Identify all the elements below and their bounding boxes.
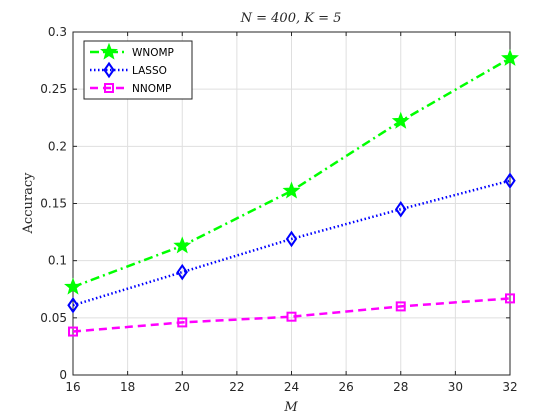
y-tick-label: 0.05 (40, 311, 67, 325)
x-tick-label: 30 (448, 380, 463, 394)
x-tick-label: 28 (393, 380, 408, 394)
series-group (64, 48, 519, 337)
series-line (72, 57, 511, 289)
x-tick-label: 20 (175, 380, 190, 394)
y-tick-label: 0.15 (40, 197, 67, 211)
data-point (504, 172, 516, 189)
series-line (72, 297, 511, 333)
x-tick-label: 18 (120, 380, 135, 394)
x-tick-label: 26 (338, 380, 353, 394)
legend-marker (103, 61, 115, 79)
legend-marker (104, 83, 114, 93)
legend-entry: LASSO (132, 65, 167, 77)
data-point (64, 277, 82, 295)
series-wnomp (64, 48, 519, 295)
x-tick-label: 16 (65, 380, 80, 394)
chart-title: N = 400, K = 5 (240, 11, 342, 26)
y-tick-label: 0.2 (48, 139, 67, 153)
y-axis-label: Accuracy (21, 172, 36, 235)
data-point (177, 317, 188, 328)
series-nnomp (68, 293, 515, 337)
x-tick-label: 22 (229, 380, 244, 394)
legend-entry: NNOMP (132, 83, 171, 95)
x-tick-label: 24 (284, 380, 299, 394)
y-tick-label: 0 (59, 368, 67, 382)
data-point (282, 181, 301, 199)
data-point (285, 230, 298, 248)
data-point (395, 200, 407, 218)
series-lasso (67, 172, 516, 314)
data-point (505, 293, 515, 304)
legend-entry: WNOMP (132, 47, 174, 59)
axes: 16 18 20 22 24 26 28 30 32 0 0.05 0.1 0.15 0.2 0.25 0.3 (40, 25, 517, 394)
x-tick-label: 32 (502, 380, 517, 394)
x-axis-label: M (283, 400, 298, 415)
legend: WNOMP LASSO NNOMP (83, 40, 193, 100)
legend-marker (100, 42, 118, 60)
data-point (176, 263, 188, 281)
data-point (68, 326, 78, 337)
series-line (72, 179, 511, 307)
data-point (501, 48, 519, 66)
data-point (391, 111, 410, 129)
y-tick-label: 0.1 (48, 254, 67, 268)
y-tick-label: 0.3 (48, 25, 67, 39)
data-point (286, 311, 297, 322)
data-point (67, 297, 79, 314)
data-point (395, 301, 406, 312)
data-point (173, 236, 192, 254)
y-tick-label: 0.25 (40, 82, 67, 96)
